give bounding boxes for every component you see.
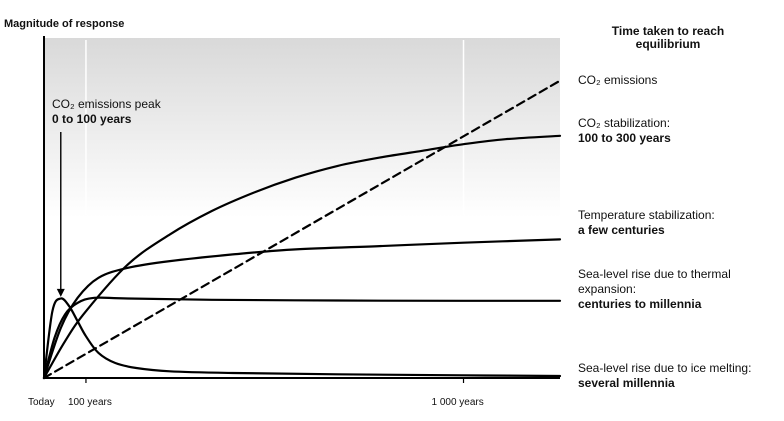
legend-title-line-1: Time taken to reach bbox=[612, 24, 725, 38]
series-layer bbox=[42, 79, 562, 380]
peak-annotation-line2: 0 to 100 years bbox=[52, 112, 132, 126]
series-line-4 bbox=[42, 134, 562, 380]
series-note-2-line-1: CO₂ stabilization: bbox=[578, 116, 670, 130]
series-line-1 bbox=[42, 297, 562, 380]
peak-annotation: CO₂ emissions peak 0 to 100 years bbox=[52, 97, 162, 297]
x-tick-label-2: 100 years bbox=[68, 397, 112, 408]
series-note-3-line-1: Temperature stabilization: bbox=[578, 208, 715, 222]
series-note-4-line-2: expansion: bbox=[578, 282, 636, 296]
gridlines bbox=[85, 40, 465, 215]
series-note-5-line-2: several millennia bbox=[578, 376, 675, 390]
series-line-2 bbox=[42, 296, 562, 380]
peak-arrow-head bbox=[56, 288, 65, 297]
series-note-5-line-1: Sea-level rise due to ice melting: bbox=[578, 361, 751, 375]
series-line-3 bbox=[42, 238, 562, 380]
series-note-3-line-2: a few centuries bbox=[578, 223, 665, 237]
x-tick-label-1: Today bbox=[28, 397, 55, 408]
plot-background bbox=[44, 38, 560, 218]
series-note-4-line-1: Sea-level rise due to thermal bbox=[578, 267, 731, 281]
peak-annotation-line1: CO₂ emissions peak bbox=[52, 97, 162, 111]
series-note-4-line-3: centuries to millennia bbox=[578, 297, 702, 311]
series-note-2-line-2: 100 to 300 years bbox=[578, 131, 671, 145]
series-note-1-line-1: CO₂ emissions bbox=[578, 73, 657, 87]
y-axis-label: Magnitude of response bbox=[4, 18, 124, 30]
series-notes: CO₂ emissions CO₂ stabilization:100 to 30… bbox=[578, 73, 751, 390]
x-ticks: Today 100 years 1 000 years bbox=[28, 378, 484, 408]
legend-title-line-2: equilibrium bbox=[636, 37, 701, 51]
x-tick-label-3: 1 000 years bbox=[432, 397, 484, 408]
series-line-5 bbox=[42, 79, 562, 380]
